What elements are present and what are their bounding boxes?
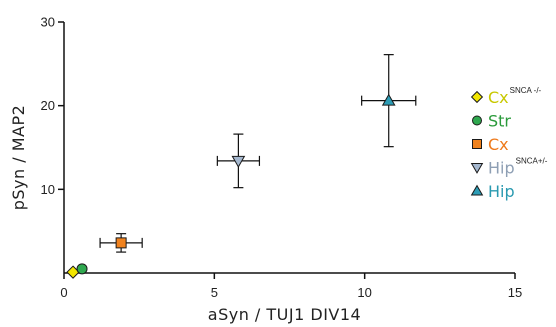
legend-marker-4 [470,184,484,196]
y-ticks: 10 20 30 [41,15,64,197]
legend-label-2: Cx [488,135,509,154]
legend-label-3: Hip [488,159,515,178]
x-axis-title: aSyn / TUJ1 DIV14 [208,305,361,324]
y-axis-title: pSyn / MAP2 [9,105,28,211]
legend-marker-3 [470,162,484,174]
x-tick-label: 5 [211,285,218,300]
y-tick-label: 30 [41,15,55,30]
x-tick-label: 10 [357,285,371,300]
x-tick-label: 15 [508,285,522,300]
x-ticks: 0 5 10 15 [60,273,522,300]
data-point-2 [115,237,127,249]
data-points [66,93,396,279]
legend-label-1: Str [488,112,511,131]
data-point-4 [381,93,396,106]
data-point-3 [231,155,246,168]
legend-marker-2 [472,139,482,149]
legend-superscript-0: SNCA -/- [510,86,542,95]
y-tick-label: 10 [41,182,55,197]
y-tick-label: 20 [41,98,55,113]
legend-marker-1 [472,115,482,126]
legend-label-4: Hip [488,182,515,201]
legend-superscript-3: SNCA+/- [516,157,548,166]
x-tick-label: 0 [60,285,67,300]
error-bars [99,54,417,253]
data-point-1 [76,263,88,275]
legend-label-0: Cx [488,88,509,107]
axes [63,22,515,274]
legend-marker-0 [470,90,484,104]
